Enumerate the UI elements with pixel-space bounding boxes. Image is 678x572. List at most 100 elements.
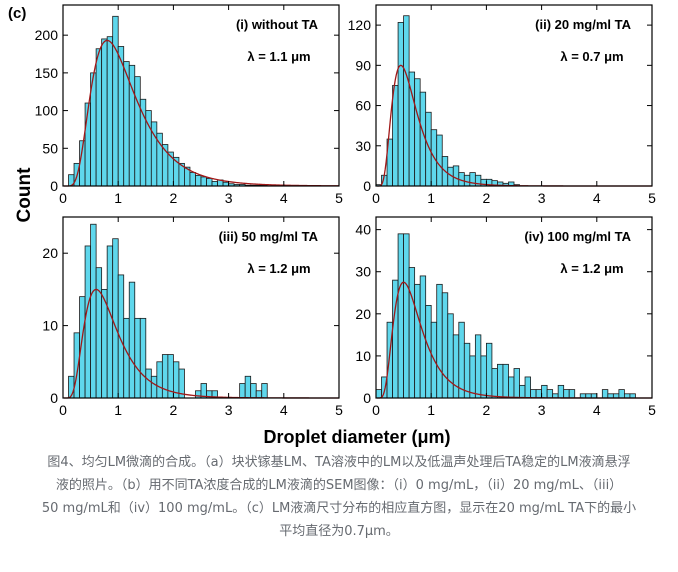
- histogram-bar: [195, 390, 202, 399]
- y-tick-label: 20: [355, 306, 371, 322]
- y-tick-label: 100: [35, 103, 59, 119]
- histogram-bar: [195, 175, 202, 187]
- x-tick-label: 2: [483, 402, 491, 418]
- y-tick-label: 0: [363, 390, 371, 406]
- axes-frame: [62, 4, 340, 187]
- histogram-bar: [101, 38, 108, 187]
- mean-diameter-label: λ = 1.2 μm: [560, 261, 623, 276]
- x-tick-label: 3: [538, 402, 546, 418]
- histogram-bar: [618, 389, 625, 399]
- caption-line: 图4、均匀LM微滴的合成。（a）块状镓基LM、TA溶液中的LM以及低温声处理后T…: [47, 455, 631, 470]
- axes-frame: [62, 216, 340, 399]
- histogram-bar: [458, 321, 465, 399]
- y-tick-label: 0: [363, 178, 371, 194]
- histogram-bar: [397, 233, 404, 399]
- histogram-bar: [436, 134, 443, 187]
- histogram-bar: [530, 389, 537, 399]
- y-tick-label: 0: [50, 390, 58, 406]
- histogram-bar: [239, 383, 246, 399]
- panel-title: (iii) 50 mg/ml TA: [219, 229, 319, 244]
- histogram-bar: [452, 165, 460, 187]
- histogram-bar: [601, 389, 609, 399]
- y-tick-label: 150: [35, 65, 59, 81]
- histogram-bar: [447, 313, 454, 399]
- x-tick-label: 0: [372, 190, 380, 206]
- histogram-bar: [206, 178, 213, 187]
- panel-title: (i) without TA: [236, 17, 319, 32]
- caption-line: 50 mg/mL和（iv）100 mg/mL。（c）LM液滴尺寸分布的相应直方图…: [41, 501, 637, 516]
- y-tick-label: 0: [50, 178, 58, 194]
- histogram-bar: [150, 375, 158, 399]
- histogram-bar: [463, 342, 471, 399]
- histogram-bar: [408, 267, 416, 399]
- histogram-bar: [250, 383, 257, 399]
- histogram-bar: [491, 368, 498, 399]
- x-tick-label: 0: [59, 190, 67, 206]
- histogram-bar: [436, 283, 443, 399]
- figure-caption: 图4、均匀LM微滴的合成。（a）块状镓基LM、TA溶液中的LM以及低温声处理后T…: [0, 451, 678, 543]
- y-tick-label: 50: [42, 140, 58, 156]
- histogram-bar: [101, 288, 108, 399]
- histogram-bar: [139, 317, 147, 399]
- mean-diameter-label: λ = 0.7 μm: [560, 49, 623, 64]
- x-axis-label: Droplet diameter (μm): [263, 427, 450, 447]
- histogram-panel-ii: 0 1 2 3 4 5 0 30 60 90 120 (ii) 20 mg/ml TA λ = 0.7 …: [348, 4, 656, 206]
- x-tick-label: 2: [170, 402, 178, 418]
- histogram-bar: [546, 389, 554, 399]
- y-tick-label: 90: [355, 57, 371, 73]
- x-tick-label: 4: [280, 190, 288, 206]
- histogram-bar: [392, 85, 399, 187]
- x-tick-label: 0: [59, 402, 67, 418]
- y-tick-label: 10: [355, 348, 371, 364]
- histogram-bar: [497, 363, 504, 399]
- x-tick-label: 1: [427, 190, 435, 206]
- histogram-bar: [469, 355, 476, 399]
- histogram-bar: [145, 368, 152, 399]
- x-tick-label: 5: [335, 190, 343, 206]
- histogram-bar: [414, 283, 421, 399]
- histogram-bar: [95, 267, 103, 399]
- histogram-bar: [480, 355, 487, 399]
- histogram-panel-iv: 0 1 2 3 4 5 0 10 20 30 40 (iv) 100 mg/ml TA λ = 1.2 …: [355, 216, 656, 418]
- y-tick-label: 30: [355, 138, 371, 154]
- x-tick-label: 2: [483, 190, 491, 206]
- histogram-bar: [508, 376, 515, 399]
- histogram-bar: [513, 368, 520, 399]
- y-tick-label: 20: [42, 245, 58, 261]
- histogram-bar: [112, 15, 119, 187]
- histogram-bar: [112, 238, 119, 399]
- histogram-bar: [524, 376, 531, 399]
- histogram-bar: [244, 375, 252, 399]
- histogram-bar: [134, 76, 141, 187]
- axes-frame: [375, 4, 653, 187]
- x-tick-label: 4: [593, 190, 601, 206]
- histogram-bar: [403, 15, 410, 187]
- x-tick-label: 3: [225, 402, 233, 418]
- y-tick-label: 60: [355, 98, 371, 114]
- x-tick-label: 5: [335, 402, 343, 418]
- panel-title: (iv) 100 mg/ml TA: [524, 229, 631, 244]
- histogram-bar: [211, 181, 218, 187]
- y-tick-label: 30: [355, 264, 371, 280]
- histogram-bar: [123, 317, 130, 399]
- y-tick-label: 10: [42, 318, 58, 334]
- histogram-bar: [255, 390, 263, 399]
- histogram-bar: [84, 245, 92, 399]
- histogram-bar: [261, 383, 268, 399]
- histogram-bar: [414, 78, 421, 187]
- y-tick-label: 40: [355, 222, 371, 238]
- histogram-bar: [156, 361, 163, 399]
- histogram-bar: [485, 342, 493, 399]
- x-tick-label: 1: [427, 402, 435, 418]
- histogram-bar: [106, 245, 114, 399]
- histogram-bar: [535, 389, 543, 399]
- histogram-bar: [375, 389, 382, 399]
- histogram-bar: [541, 384, 548, 399]
- histogram-bar: [441, 292, 449, 399]
- histogram-figure: (c) Count Droplet diameter (μm) 0 1 2 3 4 505…: [8, 4, 656, 447]
- histogram-bar: [117, 46, 125, 187]
- histogram-bar: [200, 176, 207, 187]
- histogram-bar: [557, 384, 565, 399]
- histogram-bar: [95, 48, 103, 187]
- x-tick-label: 4: [280, 402, 288, 418]
